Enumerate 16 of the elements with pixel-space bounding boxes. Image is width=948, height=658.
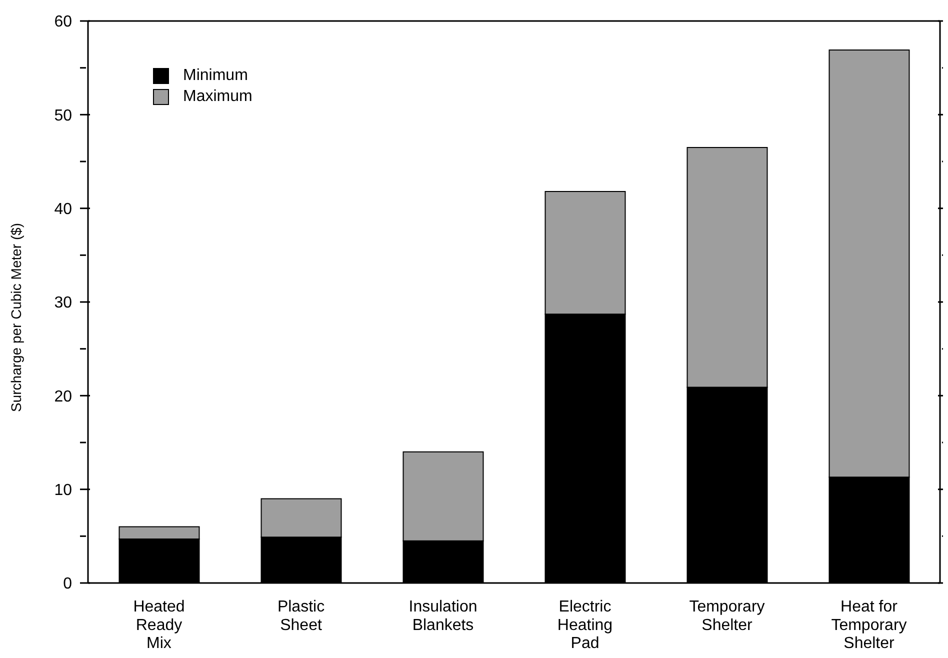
x-tick-label: Electric Heating Pad [557, 598, 613, 652]
y-tick-label: 20 [54, 388, 72, 406]
y-axis-title: Surcharge per Cubic Meter ($) [8, 222, 24, 412]
legend-label: Maximum [183, 87, 252, 107]
y-tick-label: 60 [54, 14, 72, 31]
x-tick-label: Heat for Temporary Shelter [831, 598, 907, 652]
x-tick-label: Temporary Shelter [689, 598, 765, 634]
y-tick-label: 10 [54, 482, 72, 499]
legend-label: Minimum [183, 66, 248, 86]
x-tick-label: Heated Ready Mix [133, 598, 185, 652]
y-tick-label: 40 [54, 200, 72, 218]
x-tick-label: Plastic Sheet [277, 598, 325, 634]
y-tick-label: 30 [54, 294, 72, 312]
x-tick-label: Insulation Blankets [408, 598, 478, 634]
y-tick-label: 0 [63, 576, 72, 593]
y-tick-label: 50 [54, 107, 72, 124]
